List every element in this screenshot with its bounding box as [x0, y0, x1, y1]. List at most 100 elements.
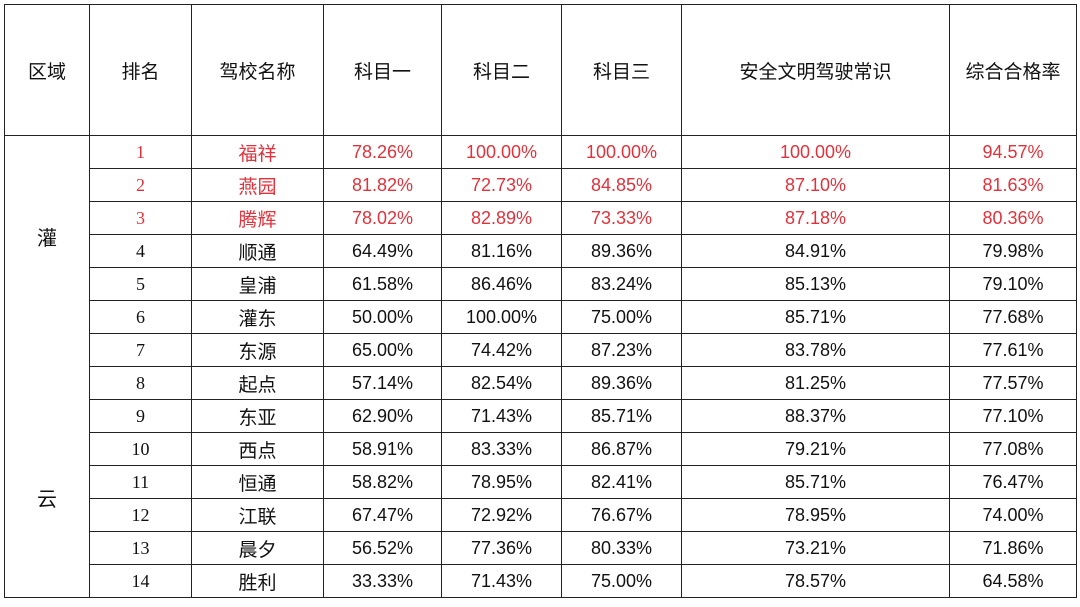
- rank-cell: 7: [89, 333, 192, 367]
- overall-pass-rate-cell: 77.08%: [949, 432, 1077, 466]
- header-rank: 排名: [89, 4, 192, 136]
- subject-3-cell: 82.41%: [561, 465, 682, 499]
- overall-pass-rate-cell: 94.57%: [949, 135, 1077, 169]
- rank-cell: 10: [89, 432, 192, 466]
- subject-1-cell: 62.90%: [323, 399, 442, 433]
- school-name-cell: 福祥: [191, 135, 324, 169]
- header-subject-2: 科目二: [441, 4, 562, 136]
- rank-cell: 1: [89, 135, 192, 169]
- pass-rate-table: 区域 排名 驾校名称 科目一 科目二 科目三 安全文明驾驶常识 综合合格率 灌云…: [4, 4, 1077, 598]
- subject-3-cell: 86.87%: [561, 432, 682, 466]
- rank-cell: 12: [89, 498, 192, 532]
- overall-pass-rate-cell: 80.36%: [949, 201, 1077, 235]
- overall-pass-rate-cell: 74.00%: [949, 498, 1077, 532]
- header-row: 区域 排名 驾校名称 科目一 科目二 科目三 安全文明驾驶常识 综合合格率: [4, 4, 1077, 136]
- safety-knowledge-cell: 83.78%: [681, 333, 950, 367]
- table-row: 11 恒通 58.82% 78.95% 82.41% 85.71% 76.47%: [5, 465, 1077, 499]
- table-row: 9 东亚 62.90% 71.43% 85.71% 88.37% 77.10%: [5, 399, 1077, 433]
- school-name-cell: 江联: [191, 498, 324, 532]
- rank-cell: 8: [89, 366, 192, 400]
- table-row: 10 西点 58.91% 83.33% 86.87% 79.21% 77.08%: [5, 432, 1077, 466]
- school-name-cell: 恒通: [191, 465, 324, 499]
- safety-knowledge-cell: 85.13%: [681, 267, 950, 301]
- rank-cell: 5: [89, 267, 192, 301]
- rank-cell: 9: [89, 399, 192, 433]
- table-row: 14 胜利 33.33% 71.43% 75.00% 78.57% 64.58%: [5, 564, 1077, 598]
- rank-cell: 11: [89, 465, 192, 499]
- overall-pass-rate-cell: 79.10%: [949, 267, 1077, 301]
- subject-2-cell: 72.92%: [441, 498, 562, 532]
- subject-2-cell: 71.43%: [441, 399, 562, 433]
- rank-cell: 3: [89, 201, 192, 235]
- subject-3-cell: 89.36%: [561, 234, 682, 268]
- subject-1-cell: 81.82%: [323, 168, 442, 202]
- region-char: 云: [37, 486, 57, 511]
- subject-2-cell: 82.54%: [441, 366, 562, 400]
- safety-knowledge-cell: 85.71%: [681, 300, 950, 334]
- overall-pass-rate-cell: 77.10%: [949, 399, 1077, 433]
- table-body: 灌云 1 福祥 78.26% 100.00% 100.00% 100.00% 94.57% 2 燕…: [4, 135, 1077, 598]
- school-name-cell: 顺通: [191, 234, 324, 268]
- subject-2-cell: 71.43%: [441, 564, 562, 598]
- subject-3-cell: 85.71%: [561, 399, 682, 433]
- overall-pass-rate-cell: 77.68%: [949, 300, 1077, 334]
- table-row: 13 晨夕 56.52% 77.36% 80.33% 73.21% 71.86%: [5, 531, 1077, 565]
- subject-1-cell: 58.91%: [323, 432, 442, 466]
- subject-2-cell: 72.73%: [441, 168, 562, 202]
- subject-3-cell: 89.36%: [561, 366, 682, 400]
- subject-2-cell: 86.46%: [441, 267, 562, 301]
- rank-cell: 4: [89, 234, 192, 268]
- subject-3-cell: 87.23%: [561, 333, 682, 367]
- overall-pass-rate-cell: 71.86%: [949, 531, 1077, 565]
- table-row: 7 东源 65.00% 74.42% 87.23% 83.78% 77.61%: [5, 333, 1077, 367]
- safety-knowledge-cell: 84.91%: [681, 234, 950, 268]
- header-school-name: 驾校名称: [191, 4, 324, 136]
- table-row: 灌云 1 福祥 78.26% 100.00% 100.00% 100.00% 94.57%: [4, 135, 1077, 598]
- subject-1-cell: 65.00%: [323, 333, 442, 367]
- table-row: 5 皇浦 61.58% 86.46% 83.24% 85.13% 79.10%: [5, 267, 1077, 301]
- safety-knowledge-cell: 81.25%: [681, 366, 950, 400]
- subject-1-cell: 78.02%: [323, 201, 442, 235]
- subject-1-cell: 57.14%: [323, 366, 442, 400]
- rank-cell: 2: [89, 168, 192, 202]
- school-name-cell: 起点: [191, 366, 324, 400]
- table-row: 12 江联 67.47% 72.92% 76.67% 78.95% 74.00%: [5, 498, 1077, 532]
- school-name-cell: 西点: [191, 432, 324, 466]
- subject-2-cell: 78.95%: [441, 465, 562, 499]
- subject-3-cell: 100.00%: [561, 135, 682, 169]
- subject-2-cell: 100.00%: [441, 300, 562, 334]
- table-row: 6 灌东 50.00% 100.00% 75.00% 85.71% 77.68%: [5, 300, 1077, 334]
- subject-2-cell: 81.16%: [441, 234, 562, 268]
- safety-knowledge-cell: 79.21%: [681, 432, 950, 466]
- header-subject-1: 科目一: [323, 4, 442, 136]
- safety-knowledge-cell: 87.10%: [681, 168, 950, 202]
- subject-1-cell: 67.47%: [323, 498, 442, 532]
- table-row: 4 顺通 64.49% 81.16% 89.36% 84.91% 79.98%: [5, 234, 1077, 268]
- school-name-cell: 腾辉: [191, 201, 324, 235]
- subject-1-cell: 61.58%: [323, 267, 442, 301]
- overall-pass-rate-cell: 64.58%: [949, 564, 1077, 598]
- rank-cell: 6: [89, 300, 192, 334]
- subject-1-cell: 33.33%: [323, 564, 442, 598]
- subject-3-cell: 83.24%: [561, 267, 682, 301]
- safety-knowledge-cell: 78.57%: [681, 564, 950, 598]
- overall-pass-rate-cell: 77.61%: [949, 333, 1077, 367]
- overall-pass-rate-cell: 79.98%: [949, 234, 1077, 268]
- table-row: 2 燕园 81.82% 72.73% 84.85% 87.10% 81.63%: [5, 168, 1077, 202]
- school-name-cell: 皇浦: [191, 267, 324, 301]
- region-cell: 灌云: [4, 135, 90, 598]
- subject-2-cell: 82.89%: [441, 201, 562, 235]
- subject-3-cell: 84.85%: [561, 168, 682, 202]
- header-subject-3: 科目三: [561, 4, 682, 136]
- subject-1-cell: 50.00%: [323, 300, 442, 334]
- rank-cell: 14: [89, 564, 192, 598]
- subject-1-cell: 58.82%: [323, 465, 442, 499]
- subject-2-cell: 100.00%: [441, 135, 562, 169]
- header-overall-pass-rate: 综合合格率: [949, 4, 1077, 136]
- safety-knowledge-cell: 85.71%: [681, 465, 950, 499]
- subject-3-cell: 80.33%: [561, 531, 682, 565]
- subject-1-cell: 56.52%: [323, 531, 442, 565]
- overall-pass-rate-cell: 77.57%: [949, 366, 1077, 400]
- subject-3-cell: 73.33%: [561, 201, 682, 235]
- subject-2-cell: 77.36%: [441, 531, 562, 565]
